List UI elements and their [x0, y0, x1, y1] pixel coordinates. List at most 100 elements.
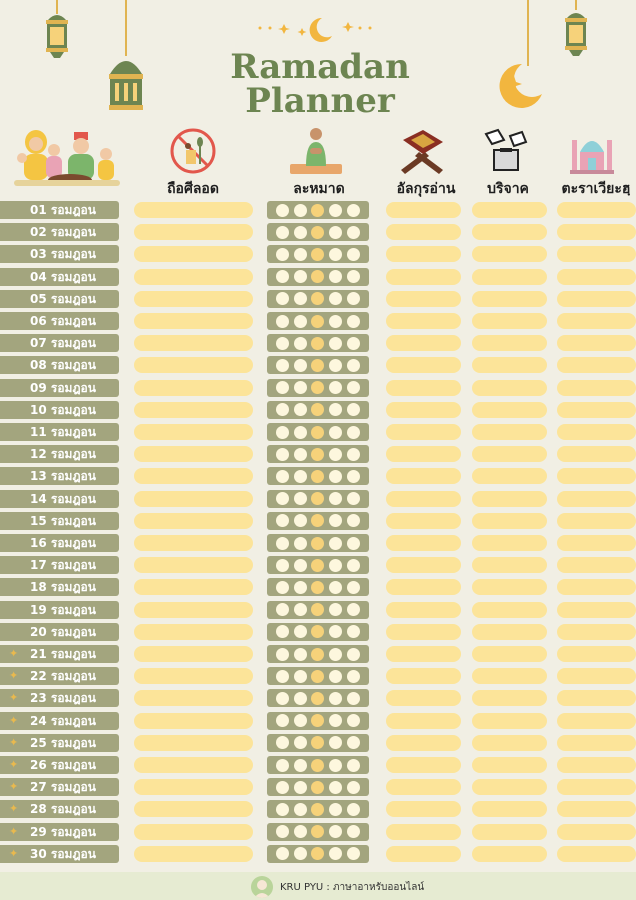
entry-cell-quran[interactable] [386, 401, 461, 418]
entry-cell-tarawih[interactable] [557, 601, 636, 618]
prayer-checkbox[interactable] [293, 780, 307, 794]
entry-cell-charity[interactable] [472, 246, 547, 263]
prayer-checkbox[interactable] [347, 225, 361, 239]
entry-cell-fasting[interactable] [134, 601, 253, 618]
entry-cell-quran[interactable] [386, 357, 461, 374]
prayer-checkbox[interactable] [329, 558, 343, 572]
prayer-checkbox[interactable] [329, 447, 343, 461]
entry-cell-tarawih[interactable] [557, 335, 636, 352]
prayer-checkbox[interactable] [275, 714, 289, 728]
entry-cell-quran[interactable] [386, 224, 461, 241]
entry-cell-quran[interactable] [386, 845, 461, 862]
entry-cell-charity[interactable] [472, 268, 547, 285]
prayer-checkbox[interactable] [311, 425, 325, 439]
entry-cell-charity[interactable] [472, 668, 547, 685]
entry-cell-quran[interactable] [386, 535, 461, 551]
entry-cell-tarawih[interactable] [557, 357, 636, 374]
prayer-checkbox[interactable] [347, 270, 361, 284]
prayer-checkbox[interactable] [347, 758, 361, 772]
prayer-checkbox[interactable] [275, 403, 289, 417]
entry-cell-tarawih[interactable] [557, 446, 636, 463]
entry-cell-charity[interactable] [472, 512, 547, 529]
prayer-checkbox[interactable] [293, 425, 307, 439]
entry-cell-charity[interactable] [472, 335, 547, 352]
entry-cell-tarawih[interactable] [557, 490, 636, 507]
prayer-checkbox[interactable] [275, 336, 289, 350]
entry-cell-charity[interactable] [472, 734, 547, 751]
prayer-checkbox[interactable] [275, 358, 289, 372]
prayer-checkbox[interactable] [293, 225, 307, 239]
entry-cell-tarawih[interactable] [557, 823, 636, 840]
entry-cell-fasting[interactable] [134, 535, 253, 551]
prayer-checkbox[interactable] [311, 381, 325, 395]
prayer-checkbox[interactable] [347, 847, 361, 861]
entry-cell-fasting[interactable] [134, 801, 253, 818]
entry-cell-tarawih[interactable] [557, 424, 636, 440]
entry-cell-fasting[interactable] [134, 579, 253, 596]
entry-cell-charity[interactable] [472, 757, 547, 773]
entry-cell-charity[interactable] [472, 446, 547, 463]
prayer-checkbox[interactable] [311, 314, 325, 328]
prayer-checkbox[interactable] [311, 514, 325, 528]
prayer-checkbox[interactable] [347, 647, 361, 661]
prayer-checkbox[interactable] [293, 469, 307, 483]
prayer-checkbox[interactable] [347, 625, 361, 639]
entry-cell-fasting[interactable] [134, 623, 253, 640]
prayer-checkbox[interactable] [293, 825, 307, 839]
prayer-checkbox[interactable] [311, 358, 325, 372]
prayer-checkbox[interactable] [311, 247, 325, 261]
prayer-checkbox[interactable] [329, 381, 343, 395]
prayer-checkbox[interactable] [347, 447, 361, 461]
prayer-checkbox[interactable] [311, 580, 325, 594]
prayer-checkbox[interactable] [293, 536, 307, 550]
entry-cell-quran[interactable] [386, 446, 461, 463]
prayer-checkbox[interactable] [329, 469, 343, 483]
prayer-checkbox[interactable] [275, 580, 289, 594]
entry-cell-charity[interactable] [472, 646, 547, 662]
prayer-checkbox[interactable] [311, 558, 325, 572]
prayer-checkbox[interactable] [311, 758, 325, 772]
entry-cell-quran[interactable] [386, 646, 461, 662]
prayer-checkbox[interactable] [275, 270, 289, 284]
entry-cell-tarawih[interactable] [557, 690, 636, 707]
entry-cell-charity[interactable] [472, 379, 547, 396]
entry-cell-quran[interactable] [386, 424, 461, 440]
prayer-checkbox[interactable] [293, 758, 307, 772]
entry-cell-quran[interactable] [386, 712, 461, 729]
entry-cell-fasting[interactable] [134, 668, 253, 685]
entry-cell-fasting[interactable] [134, 424, 253, 440]
entry-cell-quran[interactable] [386, 512, 461, 529]
prayer-checkbox[interactable] [293, 603, 307, 617]
prayer-checkbox[interactable] [347, 536, 361, 550]
prayer-checkbox[interactable] [329, 847, 343, 861]
prayer-checkbox[interactable] [347, 292, 361, 306]
entry-cell-fasting[interactable] [134, 845, 253, 862]
prayer-checkbox[interactable] [293, 714, 307, 728]
prayer-checkbox[interactable] [293, 492, 307, 506]
entry-cell-charity[interactable] [472, 535, 547, 551]
prayer-checkbox[interactable] [347, 736, 361, 750]
entry-cell-tarawih[interactable] [557, 623, 636, 640]
entry-cell-charity[interactable] [472, 779, 547, 796]
entry-cell-charity[interactable] [472, 801, 547, 818]
entry-cell-quran[interactable] [386, 801, 461, 818]
prayer-checkbox[interactable] [347, 691, 361, 705]
entry-cell-fasting[interactable] [134, 557, 253, 574]
prayer-checkbox[interactable] [311, 802, 325, 816]
prayer-checkbox[interactable] [293, 270, 307, 284]
prayer-checkbox[interactable] [329, 647, 343, 661]
entry-cell-fasting[interactable] [134, 401, 253, 418]
prayer-checkbox[interactable] [347, 381, 361, 395]
prayer-checkbox[interactable] [275, 381, 289, 395]
entry-cell-tarawih[interactable] [557, 712, 636, 729]
prayer-checkbox[interactable] [329, 358, 343, 372]
entry-cell-tarawih[interactable] [557, 202, 636, 218]
prayer-checkbox[interactable] [293, 736, 307, 750]
prayer-checkbox[interactable] [329, 314, 343, 328]
entry-cell-charity[interactable] [472, 690, 547, 707]
entry-cell-fasting[interactable] [134, 202, 253, 218]
prayer-checkbox[interactable] [347, 669, 361, 683]
prayer-checkbox[interactable] [311, 669, 325, 683]
prayer-checkbox[interactable] [347, 580, 361, 594]
entry-cell-tarawih[interactable] [557, 246, 636, 263]
